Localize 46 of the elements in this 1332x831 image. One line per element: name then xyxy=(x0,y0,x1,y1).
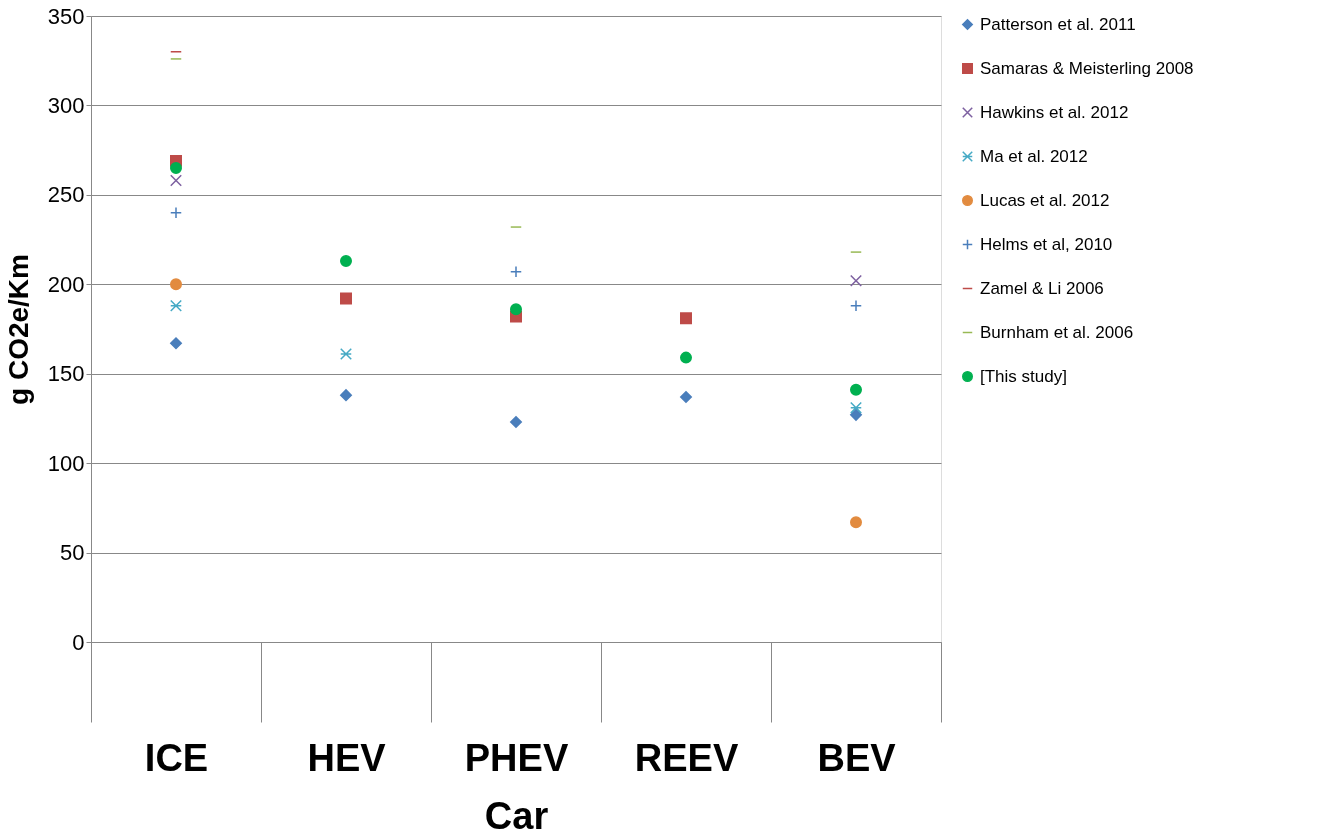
y-tick-label: 250 xyxy=(47,182,85,208)
y-tick-label: 100 xyxy=(47,450,85,476)
point xyxy=(510,265,522,278)
x-tick-label: ICE xyxy=(144,736,209,779)
point xyxy=(850,408,862,421)
y-tick-label: 150 xyxy=(47,361,85,387)
y-tick-label: 200 xyxy=(47,271,85,297)
y-tick-label: 350 xyxy=(47,3,85,29)
point xyxy=(340,389,352,402)
point xyxy=(170,278,182,291)
point xyxy=(850,401,862,414)
point xyxy=(850,299,862,312)
point xyxy=(170,174,182,187)
legend-label: Burnham et al. 2006 xyxy=(980,322,1134,342)
point xyxy=(510,303,522,316)
point xyxy=(680,390,692,403)
point xyxy=(510,416,522,428)
point xyxy=(850,383,862,396)
x-tick-label: HEV xyxy=(307,736,387,779)
legend-label: [This study] xyxy=(980,366,1067,386)
point xyxy=(850,274,862,287)
x-tick-label: PHEV xyxy=(464,736,569,779)
point xyxy=(170,162,182,175)
y-tick-label: 50 xyxy=(60,540,85,566)
x-tick-label: BEV xyxy=(817,736,897,779)
y-tick-label: 0 xyxy=(72,629,85,655)
legend-label: Zamel & Li 2006 xyxy=(980,278,1104,298)
legend-label: Helms et al, 2010 xyxy=(980,234,1113,254)
point xyxy=(340,348,352,361)
legend-label: Ma et al. 2012 xyxy=(980,146,1088,166)
legend-label: Lucas et al. 2012 xyxy=(980,190,1110,210)
point xyxy=(680,312,692,325)
y-axis-title: g CO2e/Km xyxy=(2,254,34,405)
legend-label: Patterson et al. 2011 xyxy=(980,14,1136,34)
y-tick-label: 300 xyxy=(47,92,85,118)
legend-label: Hawkins et al. 2012 xyxy=(980,102,1129,122)
point xyxy=(680,351,692,364)
point xyxy=(850,516,862,529)
point xyxy=(170,299,182,312)
x-axis-title: Car xyxy=(484,794,549,831)
point xyxy=(340,255,352,268)
point xyxy=(170,206,182,219)
x-tick-label: REEV xyxy=(634,736,739,779)
point xyxy=(340,292,352,305)
point xyxy=(170,337,182,350)
legend-label: Samaras & Meisterling 2008 xyxy=(980,58,1194,78)
